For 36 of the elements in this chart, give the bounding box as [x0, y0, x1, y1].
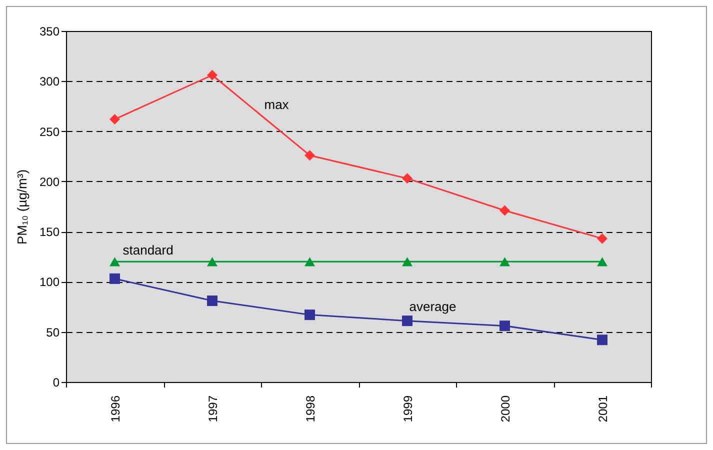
- point: [597, 233, 608, 244]
- x-tick-label: 2001: [596, 395, 610, 422]
- point: [110, 273, 120, 284]
- series-label: max: [264, 97, 290, 112]
- series-label: average: [409, 298, 456, 314]
- point: [304, 310, 315, 320]
- point: [597, 257, 608, 266]
- y-axis-title: PM₁₀ (µg/m³): [14, 169, 30, 245]
- y-tick-label: 200: [39, 174, 60, 189]
- series-label: standard: [122, 242, 174, 258]
- x-tick-label: 1999: [400, 395, 415, 422]
- x-tick-label: 1998: [303, 395, 318, 422]
- point: [500, 257, 510, 266]
- point: [402, 316, 412, 326]
- x-tick-label: 1997: [206, 395, 220, 422]
- x-tick-label: 2000: [498, 395, 512, 422]
- point: [207, 257, 218, 266]
- x-tick-label: 1996: [108, 395, 122, 422]
- point: [207, 70, 218, 80]
- y-tick-label: 150: [39, 225, 60, 240]
- point: [207, 296, 218, 306]
- y-tick-label: 0: [52, 376, 60, 390]
- point: [304, 150, 315, 161]
- point: [110, 114, 120, 124]
- y-tick-label: 100: [39, 275, 60, 290]
- point: [402, 173, 412, 184]
- y-tick-label: 250: [39, 124, 60, 139]
- point: [110, 257, 120, 266]
- point: [597, 334, 608, 346]
- point: [500, 205, 510, 216]
- y-tick-label: 350: [39, 24, 60, 38]
- point: [402, 257, 412, 266]
- point: [500, 320, 510, 332]
- point: [304, 257, 315, 266]
- y-tick-label: 300: [39, 74, 60, 89]
- y-tick-label: 50: [46, 325, 60, 340]
